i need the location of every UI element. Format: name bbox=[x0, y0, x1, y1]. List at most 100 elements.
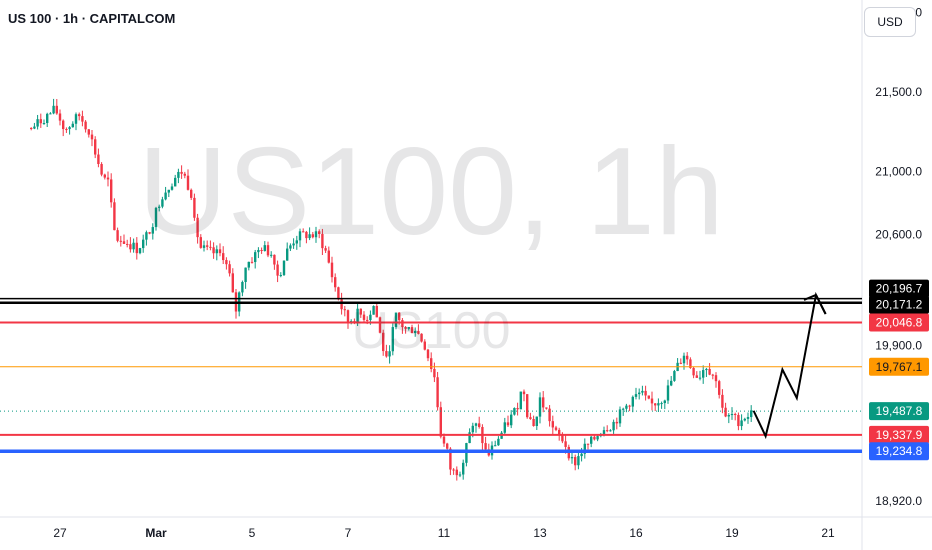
candle bbox=[129, 244, 132, 250]
candle bbox=[382, 332, 385, 352]
candle bbox=[679, 362, 682, 364]
candle bbox=[606, 430, 609, 432]
candle bbox=[49, 113, 52, 115]
candle bbox=[289, 245, 292, 249]
candle bbox=[535, 416, 538, 426]
currency-button[interactable]: USD bbox=[864, 7, 916, 37]
x-tick-label: 7 bbox=[345, 526, 352, 540]
candle bbox=[218, 249, 222, 254]
candle bbox=[327, 250, 330, 263]
candle bbox=[126, 243, 129, 245]
candle bbox=[212, 247, 215, 254]
candle bbox=[398, 312, 401, 321]
candle bbox=[337, 287, 340, 300]
candle bbox=[33, 126, 36, 129]
candle bbox=[542, 397, 545, 408]
candle bbox=[161, 199, 164, 207]
candle bbox=[612, 421, 615, 431]
candle bbox=[318, 231, 321, 234]
candle bbox=[526, 394, 529, 418]
candle bbox=[58, 113, 62, 121]
candle bbox=[302, 231, 305, 233]
candle bbox=[81, 116, 84, 122]
candle bbox=[654, 403, 657, 406]
candle bbox=[426, 349, 430, 359]
candle bbox=[596, 436, 599, 440]
candle bbox=[103, 174, 106, 178]
candle bbox=[254, 252, 257, 263]
candle bbox=[692, 367, 695, 376]
candle bbox=[180, 171, 183, 174]
candle bbox=[90, 134, 94, 140]
candle bbox=[583, 443, 586, 454]
candle bbox=[356, 308, 359, 322]
candle bbox=[116, 230, 119, 241]
candle bbox=[644, 390, 647, 396]
x-tick-label: 21 bbox=[821, 526, 835, 540]
candle bbox=[433, 368, 436, 378]
candle bbox=[414, 330, 417, 334]
y-tick-label: 19,900.0 bbox=[875, 339, 922, 353]
candle bbox=[202, 245, 206, 248]
candle bbox=[721, 394, 724, 408]
candle bbox=[551, 421, 554, 428]
candle bbox=[241, 282, 244, 293]
candle bbox=[385, 351, 388, 357]
price-tag-label: 19,337.9 bbox=[876, 428, 923, 442]
candle bbox=[711, 374, 714, 376]
candle bbox=[142, 239, 145, 249]
candle bbox=[68, 127, 71, 130]
candle bbox=[468, 432, 471, 444]
candle bbox=[538, 397, 542, 417]
candle bbox=[529, 417, 532, 420]
candle bbox=[554, 427, 558, 430]
candle bbox=[167, 189, 170, 193]
candle bbox=[39, 119, 42, 124]
candle bbox=[273, 254, 276, 265]
candle bbox=[740, 420, 743, 427]
candle bbox=[532, 419, 535, 426]
candle bbox=[378, 317, 382, 333]
candle bbox=[574, 457, 577, 466]
price-tag-label: 19,487.8 bbox=[876, 404, 923, 418]
price-tag-label: 20,196.7 bbox=[876, 282, 923, 296]
y-tick-label: 18,920.0 bbox=[875, 494, 922, 508]
candle bbox=[110, 179, 113, 203]
candle bbox=[564, 441, 567, 447]
candle bbox=[55, 105, 58, 114]
candle bbox=[209, 246, 212, 248]
candle bbox=[183, 173, 186, 176]
candle bbox=[590, 436, 593, 444]
candle bbox=[695, 375, 698, 378]
candle bbox=[215, 249, 218, 254]
candle bbox=[663, 400, 666, 404]
candle bbox=[634, 394, 638, 397]
candle bbox=[689, 359, 692, 368]
price-tag bbox=[869, 357, 929, 376]
candle bbox=[250, 261, 254, 263]
candle bbox=[148, 232, 151, 234]
candle bbox=[618, 409, 622, 424]
price-tag bbox=[869, 442, 929, 461]
candle bbox=[478, 423, 481, 427]
candle bbox=[174, 177, 177, 187]
candle bbox=[750, 410, 753, 418]
candle bbox=[404, 327, 407, 329]
candle bbox=[708, 368, 711, 375]
candle bbox=[276, 264, 279, 276]
candle bbox=[510, 414, 513, 426]
candle bbox=[324, 248, 327, 251]
candle bbox=[698, 377, 702, 379]
candle bbox=[154, 207, 158, 228]
candle bbox=[545, 407, 548, 409]
candle bbox=[145, 232, 148, 240]
candle bbox=[737, 414, 740, 427]
symbol-watermark: US100, 1h bbox=[138, 123, 724, 261]
candle bbox=[151, 227, 154, 234]
candle bbox=[484, 443, 487, 450]
candle bbox=[420, 333, 423, 342]
symbol-watermark-small: US100 bbox=[351, 302, 511, 360]
candle bbox=[548, 408, 551, 422]
candle bbox=[622, 408, 625, 410]
